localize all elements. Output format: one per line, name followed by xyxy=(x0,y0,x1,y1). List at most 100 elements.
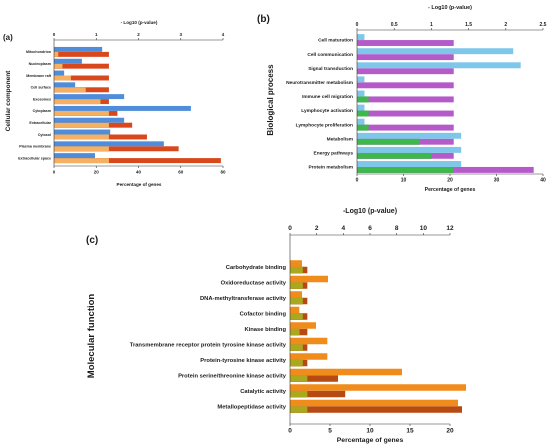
panel-b-lower-bar-b xyxy=(357,96,454,103)
panel-a-top-axis-title: - Log10 (p-value) xyxy=(121,20,158,25)
panel-b-category-label: Metabolism xyxy=(327,136,353,142)
panel-c-overlap-segment xyxy=(290,375,308,382)
panel-c-category-label: DNA-methyltransferase activity xyxy=(200,296,287,302)
panel-b-upper-bar xyxy=(357,62,521,69)
panel-b-lower-bar-b xyxy=(357,68,454,75)
panel-a-category-label: Cytosol xyxy=(38,133,51,137)
panel-a-bottom-tick-label: 60 xyxy=(178,170,184,175)
panel-a-overlap-segment xyxy=(54,110,109,116)
panel-c-category-label: Protein-tyrosine kinase activity xyxy=(200,358,286,364)
panel-c-upper-bar xyxy=(290,306,300,314)
panel-b-plot: Cell maturation Cell communication Signal … xyxy=(286,22,547,184)
panel-b-category-label: Cell maturation xyxy=(318,38,353,44)
panel-b-category-label: Protein metabolism xyxy=(308,165,353,171)
panel-c-lower-bar-a xyxy=(290,390,346,398)
panel-a-overlap-segment xyxy=(54,134,109,140)
panel-a-top-tick-label: 4 xyxy=(222,32,225,37)
panel-a-bottom-tick-label: 80 xyxy=(220,170,226,175)
panel-a-upper-bar xyxy=(54,94,125,100)
panel-b-category-label: Immune cell migration xyxy=(302,94,353,100)
panel-a-overlap-segment xyxy=(54,146,109,152)
panel-a-lower-bar-b xyxy=(54,63,109,69)
panel-b-overlap-segment xyxy=(357,152,432,159)
panel-c-lower-bar-a xyxy=(290,375,338,382)
panel-a-bottom-tick-label: 40 xyxy=(136,170,142,175)
panel-c-top-tick-label: 6 xyxy=(368,225,372,232)
panel-c-upper-bar xyxy=(290,260,302,267)
panel-c-bottom-axis-title: Percentage of genes xyxy=(337,437,404,444)
panel-b-overlap-segment xyxy=(357,124,369,131)
panel-c-upper-bar xyxy=(290,353,328,360)
panel-b-category-label: Lymphocyte proliferation xyxy=(296,122,353,128)
panel-c-category-label: Catalytic activity xyxy=(240,389,287,395)
panel-b-top-tick-label: 1.5 xyxy=(465,22,472,28)
panel-c-category-label: Transmembrane receptor protein tyrosine … xyxy=(130,342,287,348)
panel-b-category-label: Lymphocyte activation xyxy=(301,108,353,114)
panel-c-overlap-segment xyxy=(290,297,303,305)
panel-c-upper-bar xyxy=(290,337,328,345)
panel-a-lower-bar-b xyxy=(54,75,109,81)
panel-b: (b) Biological process - Log10 (p-value)… xyxy=(257,5,547,193)
panel-a-upper-bar xyxy=(54,153,95,159)
panel-a-upper-bar xyxy=(54,58,82,64)
panel-b-top-tick-label: 2.5 xyxy=(540,22,547,28)
panel-c-upper-bar xyxy=(290,291,302,298)
panel-a-category-label: Membrane raft xyxy=(26,74,52,78)
panel-a-category-label: Plasma membrane xyxy=(19,145,51,149)
panel-b-bottom-tick-label: 30 xyxy=(494,178,500,184)
panel-c-top-tick-label: 10 xyxy=(420,225,428,232)
panel-b-category-label: Cell communication xyxy=(307,52,353,58)
panel-a: (a) Cellular component - Log10 (p-value)… xyxy=(3,20,226,187)
panel-c-upper-bar xyxy=(290,275,328,283)
panel-a-top-tick-label: 3 xyxy=(179,32,182,37)
panel-b-lower-bar-b xyxy=(357,124,454,131)
panel-c-category-label: Protein serine/threonine kinase activity xyxy=(178,373,287,379)
panel-c-overlap-segment xyxy=(290,328,300,336)
panel-b-bottom-tick-label: 0 xyxy=(356,178,359,184)
panel-a-top-tick-label: 1 xyxy=(95,32,98,37)
panel-b-upper-bar xyxy=(357,90,365,97)
panel-a-y-axis-title: Cellular component xyxy=(5,70,12,132)
panel-b-bottom-tick-label: 20 xyxy=(447,178,453,184)
panel-a-top-tick-label: 0 xyxy=(53,32,56,37)
panel-c-bottom-tick-label: 0 xyxy=(288,428,292,435)
panel-b-lower-bar-b xyxy=(357,40,454,46)
panel-c-category-label: Metallopeptidase activity xyxy=(217,404,286,410)
panel-a-bottom-tick-label: 0 xyxy=(53,170,56,175)
panel-c-category-label: Oxidoreductase activity xyxy=(221,280,287,286)
panel-c-lower-bar-a xyxy=(290,406,462,413)
panel-c-bottom-tick-label: 5 xyxy=(328,428,332,435)
panel-b-overlap-segment xyxy=(357,96,369,103)
panel-c-overlap-segment xyxy=(290,344,303,351)
panel-b-overlap-segment xyxy=(357,110,369,117)
panel-a-category-label: Extracellular space xyxy=(18,156,51,160)
panel-a-top-tick-label: 2 xyxy=(137,32,140,37)
panel-b-overlap-segment xyxy=(357,138,420,145)
panel-c-top-tick-label: 12 xyxy=(446,225,454,232)
panel-a-category-label: Cell surface xyxy=(31,86,51,90)
panel-c-overlap-segment xyxy=(290,406,308,413)
panel-a-upper-bar xyxy=(54,129,111,135)
panel-a-upper-bar xyxy=(54,141,164,147)
panel-a-lower-bar-a xyxy=(54,158,221,164)
panel-c-plot: Carbohydrate binding Oxidoreductase activ… xyxy=(130,225,466,435)
panel-b-top-tick-label: 2 xyxy=(504,22,507,28)
panel-b-label: (b) xyxy=(257,14,270,25)
panel-a-plot: Mitochondrion Nucleoplasm Membrane raft Cel… xyxy=(18,32,226,175)
panel-b-top-tick-label: 1 xyxy=(430,22,433,28)
panel-a-overlap-segment xyxy=(54,63,63,69)
panel-b-upper-bar xyxy=(357,161,462,167)
panel-a-category-label: Cytoplasm xyxy=(33,109,51,113)
panel-b-upper-bar xyxy=(357,146,462,153)
panel-b-lower-bar-b xyxy=(357,54,454,61)
panel-a-upper-bar xyxy=(54,70,65,76)
panel-c-upper-bar xyxy=(290,322,316,329)
panel-c-overlap-segment xyxy=(290,390,308,398)
panel-a-upper-bar xyxy=(54,82,76,88)
panel-b-overlap-segment xyxy=(357,166,454,173)
panel-a-category-label: Extracellular xyxy=(29,121,51,125)
panel-b-bottom-axis-title: Percentage of genes xyxy=(425,187,476,193)
panel-b-upper-bar xyxy=(357,48,514,55)
panel-b-upper-bar xyxy=(357,118,365,125)
